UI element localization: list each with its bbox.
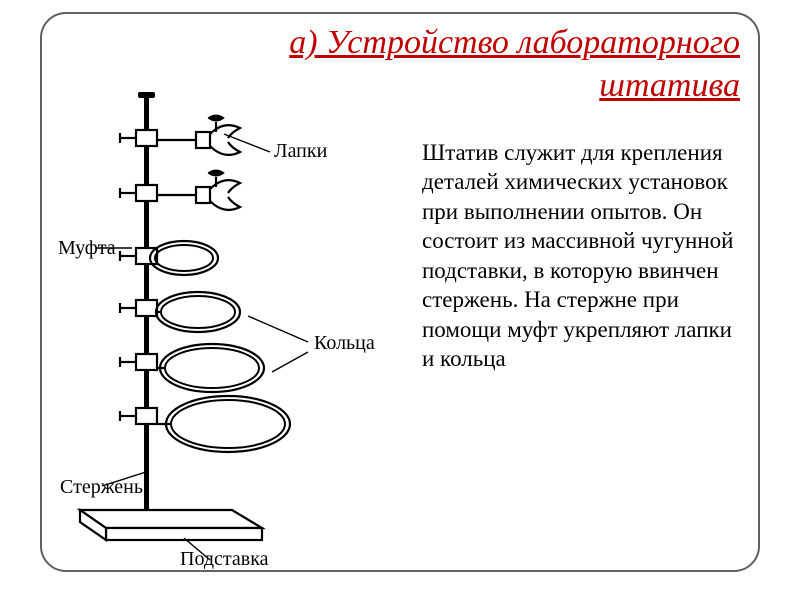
label-mufta: Муфта bbox=[58, 237, 116, 260]
lab-stand-diagram: Лапки Муфта Кольца Стержень Подставка bbox=[62, 92, 422, 562]
label-lapki: Лапки bbox=[274, 140, 327, 163]
label-sterzhen: Стержень bbox=[60, 476, 143, 499]
description-text: Штатив служит для крепления деталей хими… bbox=[422, 138, 742, 374]
page: а) Устройство лабораторного штатива Штат… bbox=[0, 0, 800, 600]
title-line-1: а) Устройство лабораторного bbox=[60, 22, 740, 65]
label-podstavka: Подставка bbox=[180, 548, 269, 571]
label-kolca: Кольца bbox=[314, 332, 375, 355]
